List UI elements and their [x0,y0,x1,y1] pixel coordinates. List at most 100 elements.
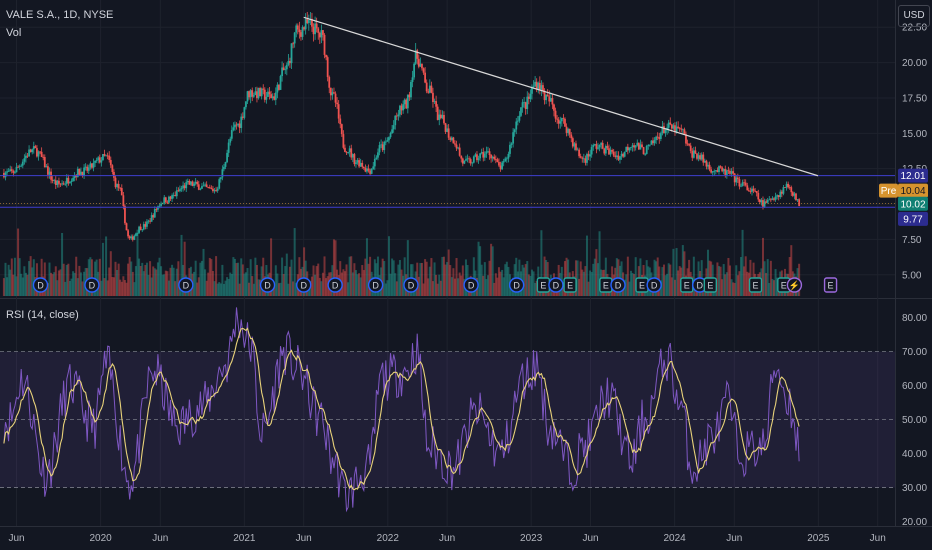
volume-bar [73,272,76,296]
volume-bar [502,277,505,296]
volume-bar [89,257,92,296]
volume-bar [532,271,535,296]
event-marker[interactable]: D [367,277,384,293]
volume-bar [26,274,29,296]
volume-bar [683,251,686,296]
volume-bar [447,249,450,296]
candle-body [521,102,524,108]
rsi-axis-tick: 30.00 [902,483,927,494]
volume-bar [163,274,166,296]
candle-body [9,169,12,172]
candle-body [614,155,617,158]
volume-bar [590,272,593,296]
candle-body [100,160,103,163]
candle-body [135,233,137,236]
event-marker[interactable]: D [646,277,662,293]
event-marker[interactable]: E [748,277,763,293]
event-marker[interactable]: D [403,277,419,293]
event-marker[interactable]: D [610,277,626,293]
dividend-marker [259,277,276,293]
volume-bar [160,266,163,296]
event-marker[interactable]: E [599,277,613,293]
event-marker[interactable]: ⚡ [786,277,803,293]
volume-bar [317,263,320,296]
event-marker[interactable]: D [548,277,564,293]
volume-bar [578,278,581,296]
candle-body [37,151,40,157]
volume-bar [120,281,123,296]
volume-bar [257,279,260,296]
candle-body [773,198,775,200]
candle-body [23,158,26,162]
event-marker[interactable]: D [178,277,194,293]
candle-body [267,91,269,97]
rsi-axis-tick: 40.00 [902,449,927,460]
candle-body [42,157,45,158]
candle-body [163,197,166,204]
volume-bar [719,266,722,296]
event-marker[interactable]: E [536,277,551,293]
event-marker[interactable]: E [703,277,718,293]
candle-body [81,171,84,176]
currency-button[interactable]: USD [898,5,930,27]
split-marker [786,277,803,293]
volume-bar [68,280,71,296]
pre-price-badge: 10.04 [898,183,928,198]
candle-body [510,143,513,145]
event-marker[interactable]: D [692,277,708,293]
trendline [303,16,819,177]
candle-body [527,96,530,99]
volume-bar [7,264,10,296]
candle-body [345,151,348,153]
volume-bar [634,257,637,296]
event-marker[interactable]: D [32,277,49,293]
candle-body [680,128,683,130]
volume-bar [444,264,447,296]
candle-body [479,153,482,159]
event-marker[interactable]: E [680,277,694,293]
event-marker[interactable]: D [84,277,100,293]
volume-bar [138,258,141,296]
event-marker[interactable]: D [327,277,343,293]
candle-body [179,189,181,192]
candle-body [86,166,89,171]
volume-bar [540,230,543,296]
event-marker[interactable]: D [463,277,479,293]
event-marker[interactable]: D [259,277,276,293]
volume-bar [455,258,458,296]
volume-bar [262,257,265,296]
candle-body [725,170,728,176]
dividend-marker [296,277,312,293]
candle-body [609,150,612,155]
volume-bar [490,243,493,296]
event-marker[interactable]: E [563,277,577,293]
volume-bar [523,267,526,296]
candle-body [710,169,713,173]
event-marker[interactable]: E [823,277,838,293]
candle-body [169,196,172,199]
candle-body [457,147,460,149]
event-marker[interactable]: D [508,277,525,293]
candle-body [639,144,642,150]
candle-body [623,151,626,157]
candle-body [329,87,332,96]
volume-bar [95,259,98,296]
candle-body [422,68,425,73]
event-marker[interactable]: D [296,277,312,293]
candle-body [303,27,305,30]
rsi-ma-line [3,327,800,491]
candle-body [716,170,719,173]
candle-body [392,125,395,130]
candle-body [125,223,128,231]
candle-body [584,158,587,163]
volume-bar [75,256,78,296]
volume-bar [50,272,53,296]
volume-bar [692,256,695,296]
volume-bar [639,258,642,296]
candle-body [301,27,304,37]
candle-body [212,188,214,192]
candle-body [571,138,574,147]
candle-body [474,154,477,157]
event-marker[interactable]: E [635,277,649,293]
